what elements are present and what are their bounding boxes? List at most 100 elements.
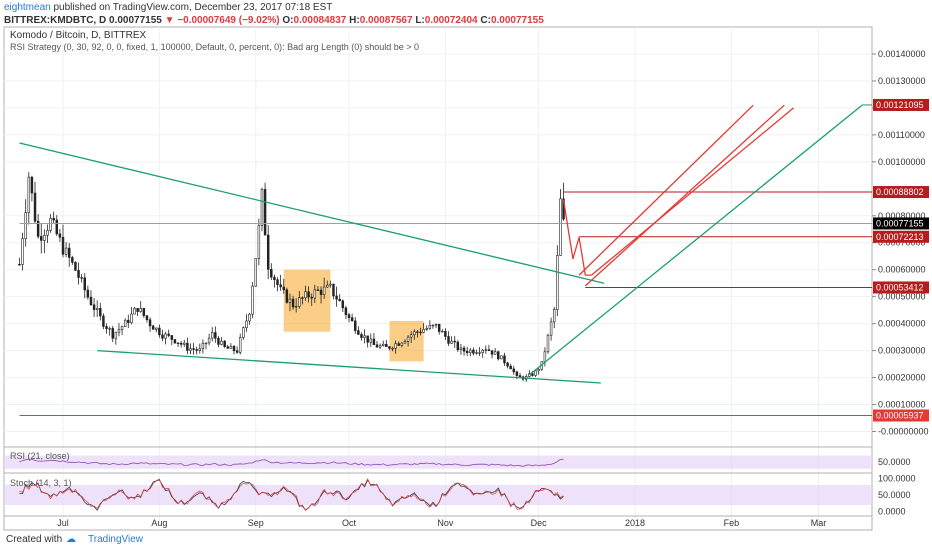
- y-tick-label: 0.00080000: [878, 211, 926, 221]
- candle-body: [67, 247, 71, 258]
- candle-body: [462, 347, 466, 352]
- candle-body: [99, 308, 102, 317]
- candle-body: [148, 319, 152, 327]
- candle-body: [204, 342, 208, 345]
- highlight-box: [283, 269, 331, 332]
- candle-body: [528, 373, 531, 377]
- candle-body: [397, 343, 400, 346]
- stoch-tick-label: 100.0000: [878, 473, 916, 483]
- candle-body: [335, 295, 338, 300]
- candle-body: [235, 350, 239, 353]
- candle-body: [61, 236, 65, 255]
- y-tick-label: 0.00060000: [878, 265, 926, 275]
- candle-body: [388, 346, 391, 349]
- candle-body: [381, 343, 385, 346]
- stoch-tick-label: 0.0000: [878, 507, 906, 517]
- symbol-label: BITTREX:KMDBTC, D: [4, 15, 107, 26]
- candle-body: [552, 309, 556, 323]
- candle-body: [500, 355, 503, 360]
- candle-body: [549, 321, 553, 336]
- candle-body: [89, 296, 93, 306]
- candle-body: [18, 264, 21, 266]
- y-tick-label: 0.00020000: [878, 373, 926, 383]
- candle-body: [254, 258, 257, 287]
- candle-body: [310, 296, 313, 299]
- candle-body: [24, 212, 27, 239]
- high-value: 0.00087567: [359, 15, 413, 26]
- candle-body: [319, 289, 323, 295]
- candle-body: [425, 328, 428, 330]
- candle-body: [130, 313, 133, 323]
- candle-body: [434, 323, 438, 326]
- candle-body: [301, 297, 304, 299]
- candle-body: [428, 325, 432, 329]
- candle-body: [487, 349, 491, 351]
- candle-body: [179, 342, 183, 345]
- candle-body: [248, 313, 251, 322]
- trend-line-channel-bottom: [591, 107, 795, 276]
- candle-body: [198, 348, 202, 351]
- trend-line-support-rising: [528, 104, 863, 376]
- rsi-label: RSI (21, close): [10, 451, 70, 461]
- x-tick-label: 2018: [625, 518, 645, 528]
- candle-body: [294, 305, 298, 308]
- candle-body: [251, 285, 254, 315]
- x-tick-label: Feb: [724, 518, 740, 528]
- candle-body: [92, 304, 96, 311]
- candle-body: [176, 342, 180, 344]
- candle-body: [329, 283, 332, 286]
- tradingview-link[interactable]: TradingView: [88, 534, 144, 545]
- author-link[interactable]: eightmean: [4, 2, 51, 13]
- candle-body: [139, 308, 142, 312]
- candle-body: [503, 355, 506, 364]
- candle-body: [475, 352, 478, 354]
- candle-body: [273, 276, 276, 281]
- candle-body: [366, 335, 369, 343]
- price-label: 0.00088802: [876, 187, 924, 197]
- open-label: O:: [282, 15, 294, 26]
- candle-body: [347, 314, 351, 318]
- candle-body: [186, 342, 189, 351]
- candle-body: [484, 349, 488, 351]
- low-label: L:: [415, 15, 425, 26]
- trend-line-channel-mid: [584, 104, 785, 287]
- candle-body: [192, 348, 195, 350]
- candle-body: [49, 217, 52, 231]
- candle-body: [546, 334, 550, 353]
- candle-body: [245, 320, 248, 329]
- rsi-line: [19, 458, 564, 467]
- candle-body: [30, 176, 34, 194]
- chart-svg[interactable]: 0.001400000.001300000.001200000.00110000…: [0, 0, 932, 531]
- candle-body: [406, 336, 410, 342]
- trend-line-zigzag: [562, 199, 592, 276]
- published-text: published on TradingView.com, December 2…: [53, 2, 333, 13]
- highlight-box: [389, 320, 424, 362]
- candle-body: [173, 339, 177, 344]
- candle-body: [77, 270, 80, 278]
- candle-body: [58, 233, 62, 238]
- candle-body: [456, 341, 460, 351]
- candle-body: [534, 370, 537, 376]
- candle-body: [189, 348, 192, 351]
- candle-body: [515, 371, 519, 376]
- candle-body: [298, 297, 301, 307]
- candle-body: [400, 342, 404, 346]
- candle-body: [83, 277, 86, 291]
- x-tick-label: Jul: [57, 518, 69, 528]
- candle-body: [291, 298, 295, 308]
- candle-body: [263, 189, 267, 236]
- candle-body: [378, 345, 382, 348]
- candle-body: [52, 217, 55, 221]
- candle-body: [80, 277, 83, 279]
- rsi-tick-label: 50.0000: [878, 457, 911, 467]
- candle-body: [391, 347, 394, 350]
- stoch-d-line: [19, 478, 564, 511]
- candle-body: [322, 286, 326, 295]
- candle-body: [167, 333, 170, 336]
- candle-body: [183, 342, 186, 345]
- candle-body: [497, 351, 500, 360]
- candle-body: [64, 247, 68, 255]
- candle-body: [127, 319, 130, 323]
- candle-body: [46, 230, 49, 236]
- candle-body: [282, 286, 285, 291]
